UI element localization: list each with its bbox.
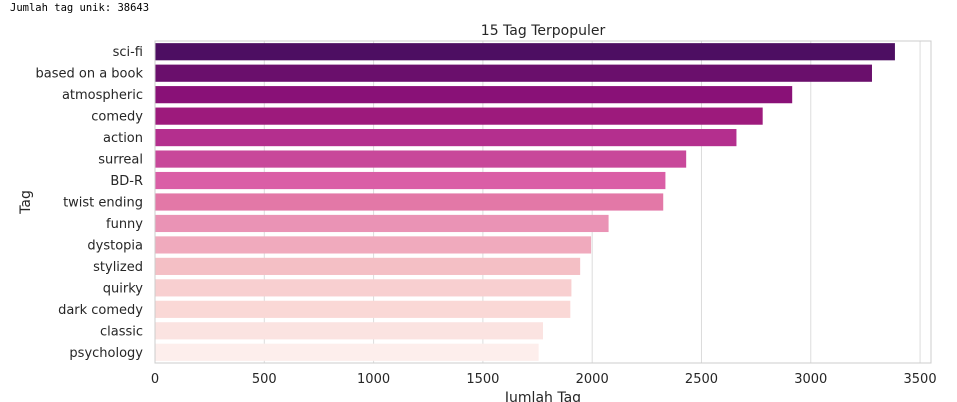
bar-4 (155, 129, 737, 147)
bar-14 (155, 343, 539, 361)
output-text: Jumlah tag unik: 38643 (10, 2, 150, 14)
axes-frame (154, 40, 932, 364)
y-tick-label: dark comedy (58, 303, 143, 318)
bar-10 (155, 257, 581, 275)
y-tick-label: based on a book (36, 67, 144, 82)
x-tick-label: 0 (151, 372, 159, 387)
y-axis-label: Tag (18, 190, 34, 215)
y-tick-label: BD-R (110, 174, 143, 189)
y-tick-label: surreal (98, 153, 143, 168)
bar-12 (155, 300, 571, 318)
x-tick-labels: 0 500 1000 1500 2000 2500 3000 3500 (151, 372, 937, 387)
x-tick-label: 3500 (904, 372, 937, 387)
bar-6 (155, 171, 666, 190)
y-tick-label: classic (100, 324, 143, 339)
bar-1 (155, 64, 872, 82)
y-tick-label: funny (106, 217, 143, 232)
y-tick-label: action (103, 131, 143, 146)
x-axis-label: Jumlah Tag (504, 390, 581, 402)
x-tick-label: 2500 (685, 372, 718, 387)
y-tick-label: comedy (91, 110, 143, 125)
plot-frame (154, 40, 932, 364)
y-tick-label: psychology (69, 346, 143, 361)
bar-0 (155, 43, 895, 61)
x-tick-label: 500 (252, 372, 277, 387)
bar-7 (155, 193, 664, 211)
bar-8 (155, 214, 609, 233)
bar-13 (155, 322, 543, 340)
bar-3 (155, 107, 763, 125)
y-tick-label: quirky (103, 281, 144, 296)
y-tick-label: sci-fi (113, 45, 143, 60)
y-tick-label: dystopia (87, 238, 143, 253)
y-tick-label: twist ending (63, 196, 143, 211)
bar-9 (155, 236, 592, 254)
bars (155, 43, 895, 361)
y-tick-label: atmospheric (62, 88, 143, 103)
chart-title: 15 Tag Terpopuler (481, 23, 606, 39)
bar-11 (155, 279, 572, 297)
bar-5 (155, 150, 687, 168)
x-tick-label: 1000 (357, 372, 390, 387)
bar-2 (155, 86, 793, 104)
x-tick-label: 3000 (794, 372, 827, 387)
y-tick-label: stylized (93, 260, 143, 275)
x-tick-label: 1500 (466, 372, 499, 387)
x-tick-label: 2000 (576, 372, 609, 387)
y-tick-labels: sci-fi based on a book atmospheric comedy ac… (36, 45, 144, 361)
